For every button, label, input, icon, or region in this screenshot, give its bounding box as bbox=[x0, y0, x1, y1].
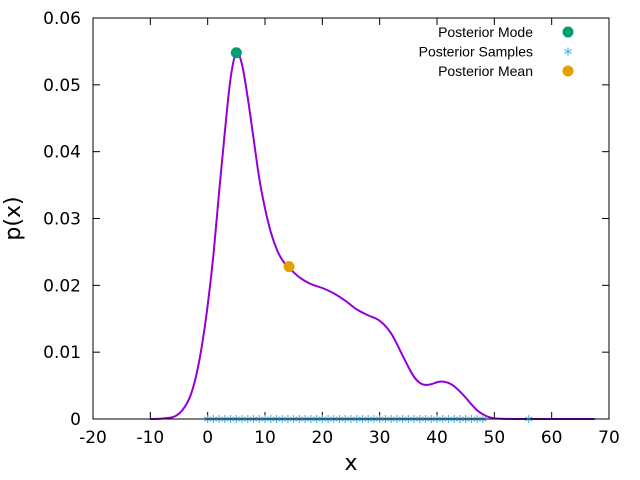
plot-frame bbox=[92, 17, 610, 420]
x-tick-label: 70 bbox=[598, 428, 620, 448]
y-tick-label: 0 bbox=[70, 410, 81, 430]
x-tick-label: 40 bbox=[426, 428, 448, 448]
asterisk-stroke bbox=[564, 48, 572, 55]
y-tick-label: 0.04 bbox=[43, 143, 81, 163]
posterior-mode-point bbox=[230, 47, 242, 59]
x-axis-title: x bbox=[344, 451, 357, 476]
x-tick-label: 50 bbox=[484, 428, 506, 448]
y-tick-label: 0.01 bbox=[43, 343, 81, 363]
x-tick-label: 60 bbox=[541, 428, 563, 448]
y-tick-label: 0.05 bbox=[43, 76, 81, 96]
legend-marker-posterior-mean bbox=[562, 65, 574, 77]
x-tick-label: 10 bbox=[254, 428, 276, 448]
legend-label-posterior-samples: Posterior Samples bbox=[419, 44, 533, 60]
x-tick-label: 20 bbox=[312, 428, 334, 448]
y-tick-label: 0.03 bbox=[43, 210, 81, 230]
x-tick-label: -10 bbox=[136, 428, 164, 448]
legend: Posterior Mode Posterior Samples Posterior… bbox=[419, 24, 574, 79]
density-line bbox=[150, 51, 595, 420]
y-axis-title: p(x) bbox=[1, 196, 26, 240]
legend-marker-posterior-samples bbox=[564, 47, 572, 56]
legend-label-posterior-mode: Posterior Mode bbox=[438, 24, 533, 40]
x-tick-label: 0 bbox=[202, 428, 213, 448]
legend-label-posterior-mean: Posterior Mean bbox=[438, 63, 533, 79]
x-tick-label: 30 bbox=[369, 428, 391, 448]
points-layer bbox=[230, 47, 295, 273]
posterior-mean-point bbox=[283, 261, 295, 273]
y-tick-label: 0.06 bbox=[43, 9, 81, 29]
y-tick-label: 0.02 bbox=[43, 276, 81, 296]
x-tick-label: -20 bbox=[79, 428, 107, 448]
legend-marker-posterior-mode bbox=[562, 26, 574, 38]
ticks-layer: -20 -10 0 10 20 30 40 50 60 70 0 0.01 0.02 0.03 0.04 0.… bbox=[43, 9, 620, 448]
